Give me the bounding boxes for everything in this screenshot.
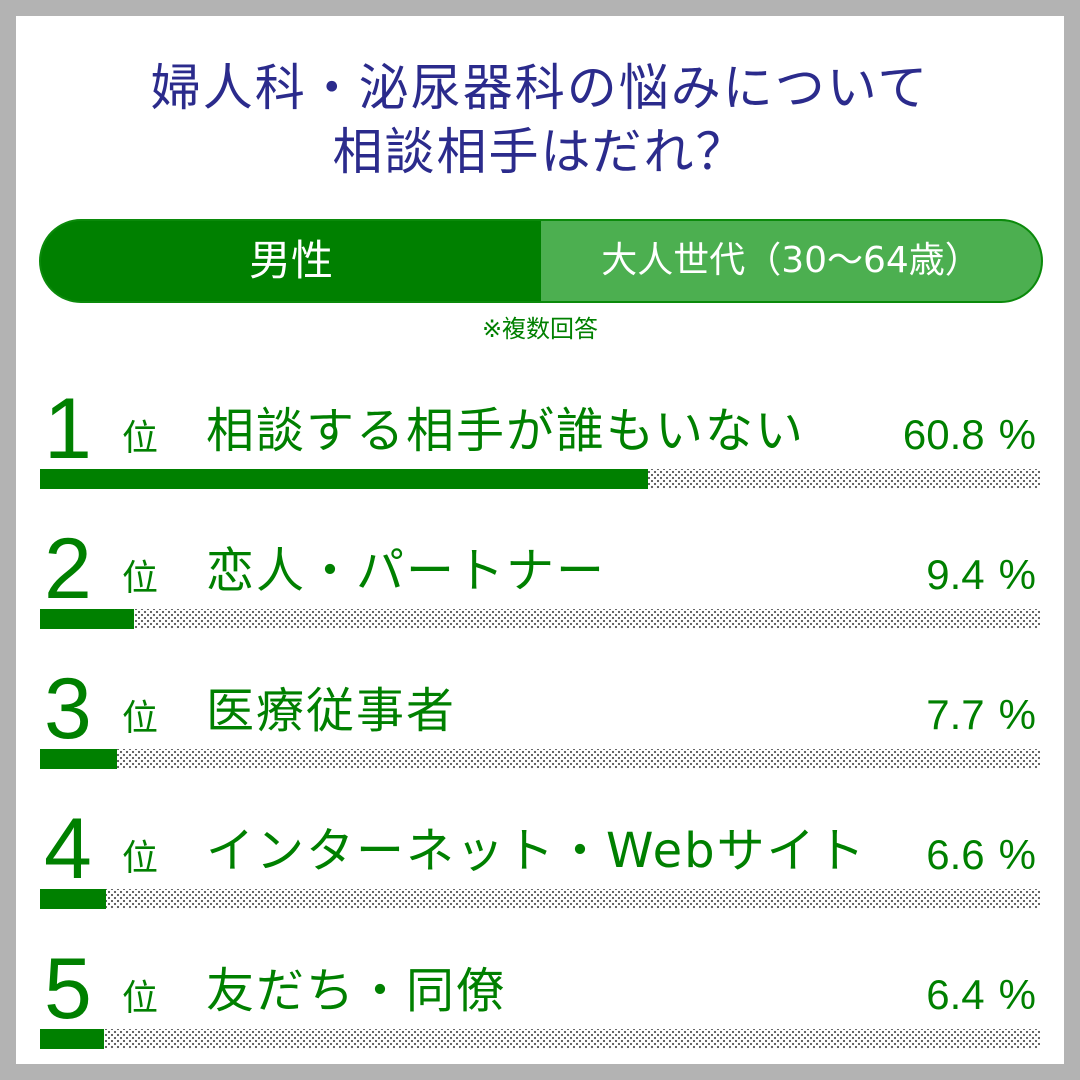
percent-sign: %: [998, 411, 1036, 458]
value-label: 6.6%: [926, 825, 1036, 885]
category-label: 医療従事者: [206, 683, 457, 739]
multiple-answer-note: ※複数回答: [481, 315, 599, 343]
bar-track: [40, 469, 1040, 489]
category-label: インターネット・Webサイト: [206, 823, 867, 879]
value-number: 60.8: [902, 411, 985, 458]
value-number: 6.4: [926, 971, 985, 1018]
category-label: 相談する相手が誰もいない: [206, 403, 806, 459]
rank-number: 1: [44, 381, 92, 477]
rank-unit: 位: [122, 698, 159, 739]
category-label: 友だち・同僚: [206, 963, 507, 1019]
rank-unit: 位: [122, 978, 159, 1019]
percent-sign: %: [998, 691, 1036, 738]
bar-track: [40, 889, 1040, 909]
value-number: 9.4: [926, 551, 985, 598]
rank-unit: 位: [122, 418, 159, 459]
gender-label: 男性: [248, 236, 333, 285]
value-label: 9.4%: [926, 545, 1036, 605]
bar: [40, 889, 106, 909]
bar: [40, 1029, 104, 1049]
rank-row-4: 4 位 インターネット・Webサイト 6.6%: [16, 799, 1064, 919]
rank-row-1: 1 位 相談する相手が誰もいない 60.8%: [16, 379, 1064, 499]
age-group-label: 大人世代（30〜64歳）: [541, 221, 1041, 301]
rank-number: 2: [44, 521, 92, 617]
chart-title: 婦人科・泌尿器科の悩みについて 相談相手はだれ？: [16, 56, 1064, 184]
rank-unit: 位: [122, 838, 159, 879]
percent-sign: %: [998, 551, 1036, 598]
bar: [40, 749, 117, 769]
chart-card: 婦人科・泌尿器科の悩みについて 相談相手はだれ？ 男性 大人世代（30〜64歳）…: [16, 16, 1064, 1064]
bar: [40, 469, 648, 489]
rank-row-3: 3 位 医療従事者 7.7%: [16, 659, 1064, 779]
title-line-2: 相談相手はだれ？: [332, 123, 748, 181]
value-label: 7.7%: [926, 685, 1036, 745]
rank-row-5: 5 位 友だち・同僚 6.4%: [16, 939, 1064, 1059]
segment-header: 男性 大人世代（30〜64歳）: [39, 219, 1043, 303]
rank-number: 3: [44, 661, 92, 757]
rank-row-2: 2 位 恋人・パートナー 9.4%: [16, 519, 1064, 639]
rank-number: 4: [44, 801, 92, 897]
percent-sign: %: [998, 831, 1036, 878]
bar-track: [40, 1029, 1040, 1049]
rank-unit: 位: [122, 558, 159, 599]
value-label: 60.8%: [903, 405, 1036, 465]
bar-track: [40, 609, 1040, 629]
bar: [40, 609, 134, 629]
category-label: 恋人・パートナー: [206, 543, 607, 599]
value-number: 6.6: [926, 831, 985, 878]
value-label: 6.4%: [926, 965, 1036, 1025]
title-line-1: 婦人科・泌尿器科の悩みについて: [150, 59, 930, 117]
rank-number: 5: [44, 941, 92, 1037]
value-number: 7.7: [926, 691, 985, 738]
bar-track: [40, 749, 1040, 769]
percent-sign: %: [998, 971, 1036, 1018]
